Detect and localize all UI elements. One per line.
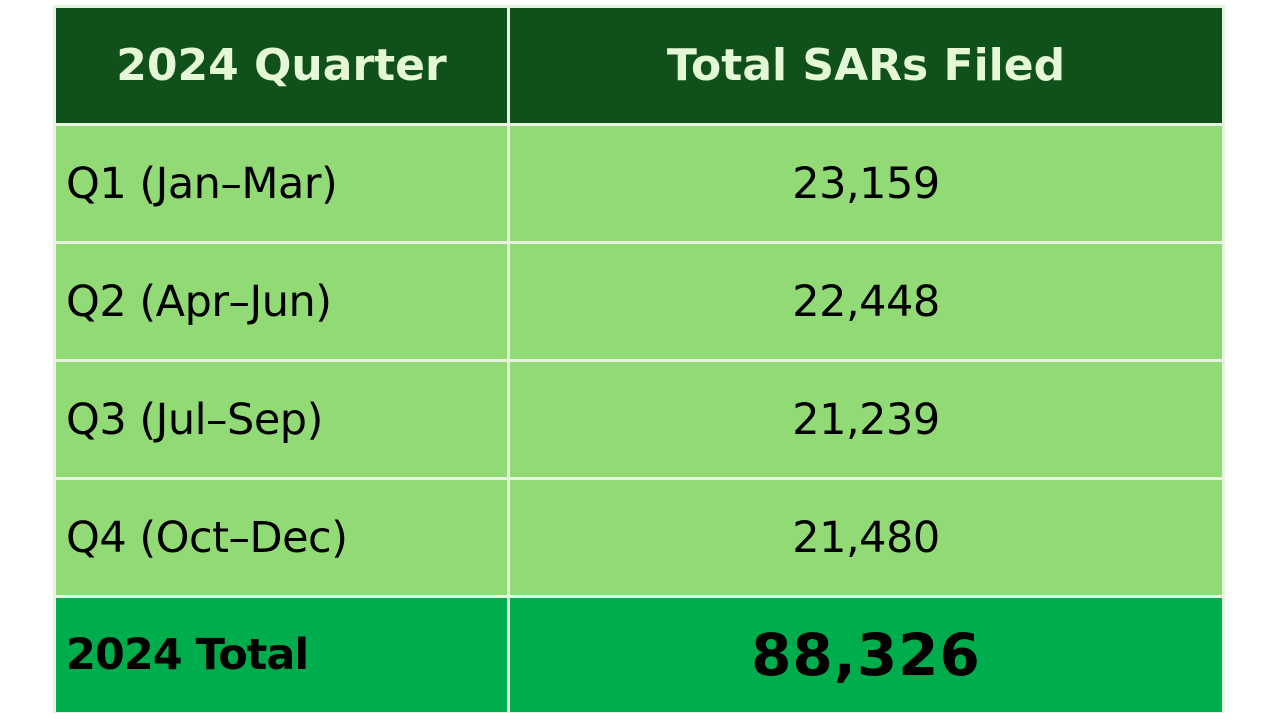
total-label-cell: 2024 Total <box>56 598 510 712</box>
table-row: Q1 (Jan–Mar) 23,159 <box>56 126 1222 244</box>
quarter-cell-q1: Q1 (Jan–Mar) <box>56 126 510 244</box>
table-total-row: 2024 Total 88,326 <box>56 598 1222 712</box>
sar-table: 2024 Quarter Total SARs Filed Q1 (Jan–Ma… <box>56 8 1222 712</box>
table-row: Q3 (Jul–Sep) 21,239 <box>56 362 1222 480</box>
table-header-row: 2024 Quarter Total SARs Filed <box>56 8 1222 126</box>
total-value-cell: 88,326 <box>510 598 1222 712</box>
quarter-cell-q2: Q2 (Apr–Jun) <box>56 244 510 362</box>
value-cell-q1: 23,159 <box>510 126 1222 244</box>
sar-table-frame: 2024 Quarter Total SARs Filed Q1 (Jan–Ma… <box>53 5 1225 713</box>
quarter-cell-q3: Q3 (Jul–Sep) <box>56 362 510 480</box>
column-header-total-sars: Total SARs Filed <box>510 8 1222 126</box>
table-row: Q4 (Oct–Dec) 21,480 <box>56 480 1222 598</box>
quarter-cell-q4: Q4 (Oct–Dec) <box>56 480 510 598</box>
value-cell-q3: 21,239 <box>510 362 1222 480</box>
value-cell-q4: 21,480 <box>510 480 1222 598</box>
table-row: Q2 (Apr–Jun) 22,448 <box>56 244 1222 362</box>
column-header-quarter: 2024 Quarter <box>56 8 510 126</box>
value-cell-q2: 22,448 <box>510 244 1222 362</box>
